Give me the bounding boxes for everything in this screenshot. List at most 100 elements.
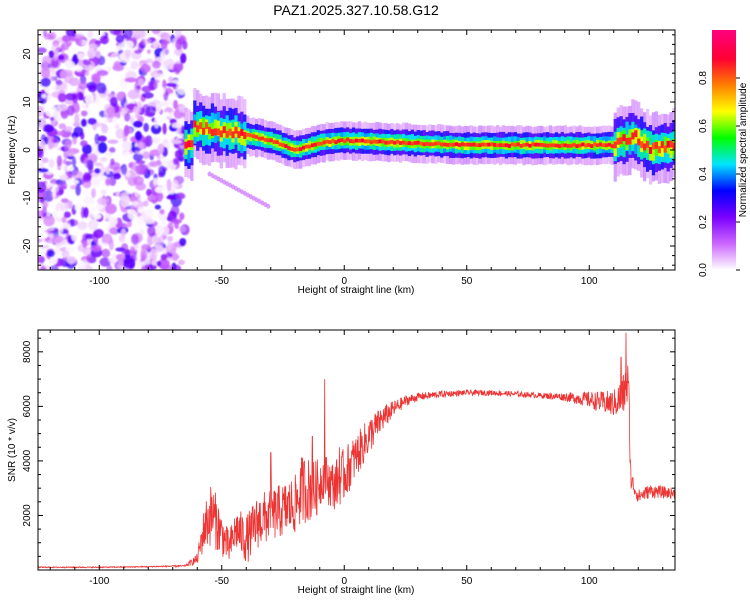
tone-segment <box>363 139 367 144</box>
tone-segment <box>510 142 514 147</box>
noise-blob <box>59 70 68 79</box>
noise-blob <box>141 265 151 270</box>
noise-blob <box>100 189 107 195</box>
tone-segment <box>672 142 675 150</box>
tone-segment <box>457 143 462 147</box>
noise-blob <box>60 108 69 119</box>
noise-blob <box>76 91 84 101</box>
noise-blob <box>44 226 55 232</box>
noise-blob <box>172 157 179 165</box>
colorbar-tick-label: 0.4 <box>698 167 709 181</box>
noise-blob <box>38 124 44 131</box>
noise-blob <box>111 252 117 263</box>
tone-segment <box>202 127 206 135</box>
noise-blob <box>80 110 88 117</box>
noise-blob <box>63 211 71 218</box>
noise-blob <box>134 130 142 141</box>
tone-segment <box>654 141 658 149</box>
noise-blob <box>135 225 147 232</box>
noise-blob <box>170 204 180 217</box>
noise-blob <box>41 93 46 99</box>
noise-blob <box>171 179 179 189</box>
noise-blob <box>38 47 47 54</box>
noise-blob <box>136 253 141 262</box>
tone-segment <box>498 143 503 148</box>
colorbar-tick-label: 0.0 <box>698 263 709 277</box>
y-tick-label: 10 <box>22 96 33 108</box>
noise-blob <box>147 225 156 237</box>
noise-blob <box>109 30 122 36</box>
tone-segment <box>557 144 561 148</box>
tone-segment <box>399 141 403 145</box>
tone-segment <box>225 130 229 138</box>
tone-segment <box>213 119 217 136</box>
noise-blob <box>44 147 54 157</box>
noise-blob <box>154 204 161 210</box>
tone-segment <box>584 143 588 148</box>
noise-blob <box>52 49 59 58</box>
noise-blob <box>177 259 185 265</box>
x-tick-label: -50 <box>215 576 230 587</box>
noise-blob <box>97 142 108 154</box>
noise-blob <box>105 106 116 116</box>
noise-blob <box>142 92 154 99</box>
noise-blob <box>121 249 133 255</box>
noise-blob <box>82 247 93 256</box>
tone-band <box>184 88 675 209</box>
noise-blob <box>99 257 111 267</box>
noise-blob <box>168 92 178 100</box>
noise-blob <box>63 126 73 132</box>
tone-segment <box>202 117 206 134</box>
spectrogram-x-ticks: -100 -50 0 50 100 <box>49 30 664 287</box>
noise-blob <box>176 84 188 95</box>
noise-blob <box>136 215 144 225</box>
noise-blob <box>115 34 125 44</box>
noise-blob <box>120 163 128 176</box>
noise-blob <box>171 122 181 129</box>
tone-segment <box>331 138 335 143</box>
tone-segment <box>601 143 606 148</box>
tone-segment <box>463 142 467 147</box>
tone-segment <box>290 147 294 151</box>
noise-blob <box>104 152 113 157</box>
noise-blob <box>80 118 88 127</box>
noise-blob <box>146 49 151 54</box>
tone-segment <box>325 139 329 144</box>
tone-segment <box>663 145 667 153</box>
tone-segment <box>643 133 647 150</box>
tone-segment <box>628 137 632 145</box>
noise-blob <box>42 124 55 133</box>
tone-segment <box>434 141 438 146</box>
tone-segment <box>354 138 359 143</box>
noise-blob <box>53 110 60 119</box>
tone-segment <box>396 139 400 144</box>
noise-blob <box>170 139 183 144</box>
noise-blob <box>132 153 144 162</box>
noise-blob <box>71 155 77 167</box>
noise-blob <box>59 174 69 181</box>
noise-blob <box>142 151 150 160</box>
noise-blob <box>43 91 52 101</box>
tone-segment <box>196 125 200 133</box>
noise-blob <box>131 234 139 245</box>
noise-blob <box>82 174 88 183</box>
noise-blob <box>98 242 109 247</box>
tone-segment <box>610 144 614 149</box>
tone-segment <box>640 141 644 149</box>
tone-segment <box>578 143 582 148</box>
tone-segment <box>207 126 212 134</box>
tone-segment <box>249 133 253 138</box>
noise-blob <box>170 218 182 224</box>
noise-blob <box>151 30 161 35</box>
noise-blob <box>127 89 140 100</box>
noise-blob <box>123 124 130 137</box>
noise-blob <box>69 179 79 185</box>
tone-segment <box>575 144 579 149</box>
noise-blob <box>80 206 86 219</box>
noise-blob <box>129 116 135 125</box>
noise-blob <box>113 172 121 180</box>
noise-blob <box>133 30 146 39</box>
noise-blob <box>158 258 170 270</box>
noise-blob <box>38 190 46 200</box>
noise-blob <box>48 140 55 150</box>
